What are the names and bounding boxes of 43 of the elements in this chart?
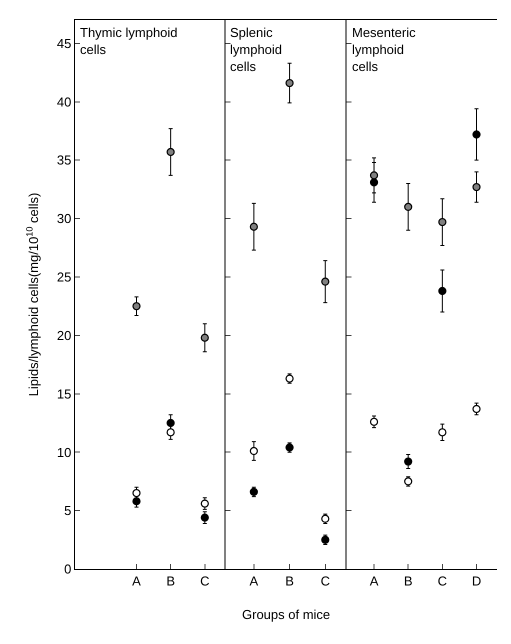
x-tick-label: B: [285, 574, 294, 589]
y-tick-label: 0: [64, 562, 72, 577]
point: [404, 202, 412, 211]
y-tick-label: 45: [56, 36, 72, 51]
y-tick-label: 10: [56, 444, 72, 460]
y-tick-label: 5: [64, 503, 72, 518]
point: [200, 334, 209, 342]
point: [166, 418, 175, 428]
point: [166, 148, 175, 156]
text: Mesenteric lymphoid cells: [352, 25, 416, 74]
point: [370, 171, 378, 180]
x-tick-label: B: [166, 574, 175, 589]
x-axis-title: Groups of mice: [242, 607, 330, 622]
point: [166, 428, 175, 436]
point: [438, 428, 446, 436]
y-tick-label: 40: [56, 94, 72, 110]
point: [132, 302, 141, 310]
point: [200, 514, 209, 522]
x-tick-label: B: [404, 574, 413, 589]
y-tick-label: 25: [56, 270, 72, 285]
x-tick-label: A: [132, 574, 142, 589]
y-tick-label: 35: [56, 152, 72, 168]
point: [438, 286, 446, 296]
x-tick-label: C: [320, 574, 330, 589]
point: [472, 130, 481, 139]
y-tick-label: 15: [56, 386, 72, 402]
x-tick-label: C: [438, 574, 448, 589]
point: [250, 222, 258, 231]
x-tick-label: A: [370, 574, 379, 589]
point: [285, 78, 294, 88]
y-tick-label: 30: [56, 211, 72, 226]
point: [321, 278, 330, 286]
text: Thymic lymphoid cells: [80, 25, 178, 57]
point: [438, 218, 446, 226]
point: [250, 446, 258, 456]
y-tick-label: 20: [56, 328, 72, 343]
x-tick-label: C: [200, 574, 210, 589]
text: Splenic lymphoid cells: [230, 25, 282, 74]
point: [404, 457, 412, 466]
point: [472, 182, 481, 192]
x-tick-label: D: [472, 574, 482, 589]
point: [370, 418, 378, 426]
x-tick-label: A: [250, 574, 259, 589]
